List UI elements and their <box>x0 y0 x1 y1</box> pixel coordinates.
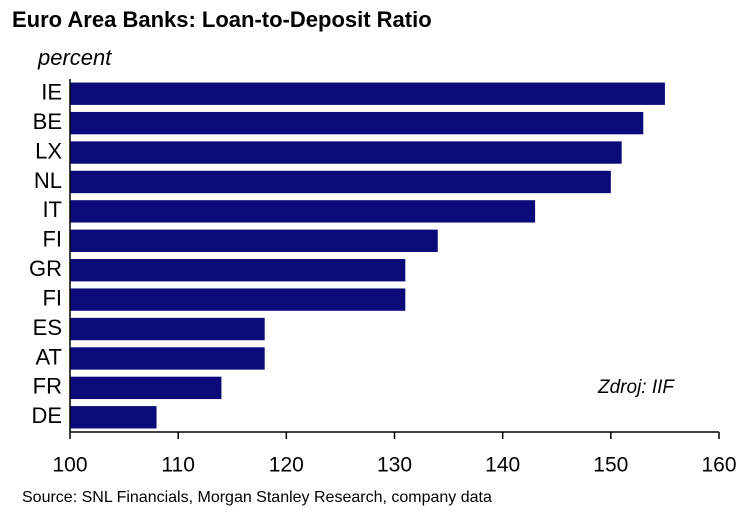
bar <box>70 229 438 252</box>
bar <box>70 200 536 223</box>
bar <box>70 141 622 164</box>
x-tick-label: 130 <box>377 454 412 477</box>
y-tick-label: IT <box>42 197 62 222</box>
y-tick-label: IE <box>41 80 62 105</box>
chart-title: Euro Area Banks: Loan-to-Deposit Ratio <box>12 7 432 32</box>
x-tick-label: 160 <box>701 454 736 477</box>
bar <box>70 259 406 282</box>
x-tick-label: 150 <box>593 454 628 477</box>
y-tick-label: NL <box>34 168 62 193</box>
y-tick-label: GR <box>29 256 62 281</box>
y-tick-label: ES <box>33 315 62 340</box>
bar <box>70 170 611 194</box>
annotation: Zdroj: IIF <box>597 377 675 398</box>
chart-subtitle: percent <box>37 45 112 70</box>
y-tick-label: FI <box>42 285 62 310</box>
y-tick-label: FR <box>33 374 62 399</box>
x-tick-label: 110 <box>161 454 194 477</box>
x-tick-label: 100 <box>52 454 87 477</box>
bar <box>70 82 665 105</box>
bar <box>70 111 644 135</box>
bar <box>70 347 265 370</box>
bar <box>70 317 265 341</box>
y-tick-label: LX <box>35 138 62 163</box>
y-tick-label: FI <box>42 227 62 252</box>
bar <box>70 406 157 429</box>
y-tick-label: DE <box>31 403 62 428</box>
bar <box>70 288 406 311</box>
y-tick-label: BE <box>33 109 62 134</box>
bar <box>70 376 222 400</box>
source-note: Source: SNL Financials, Morgan Stanley R… <box>22 489 492 506</box>
y-tick-label: AT <box>36 344 62 369</box>
x-tick-label: 140 <box>485 454 520 477</box>
x-tick-label: 120 <box>269 454 304 477</box>
